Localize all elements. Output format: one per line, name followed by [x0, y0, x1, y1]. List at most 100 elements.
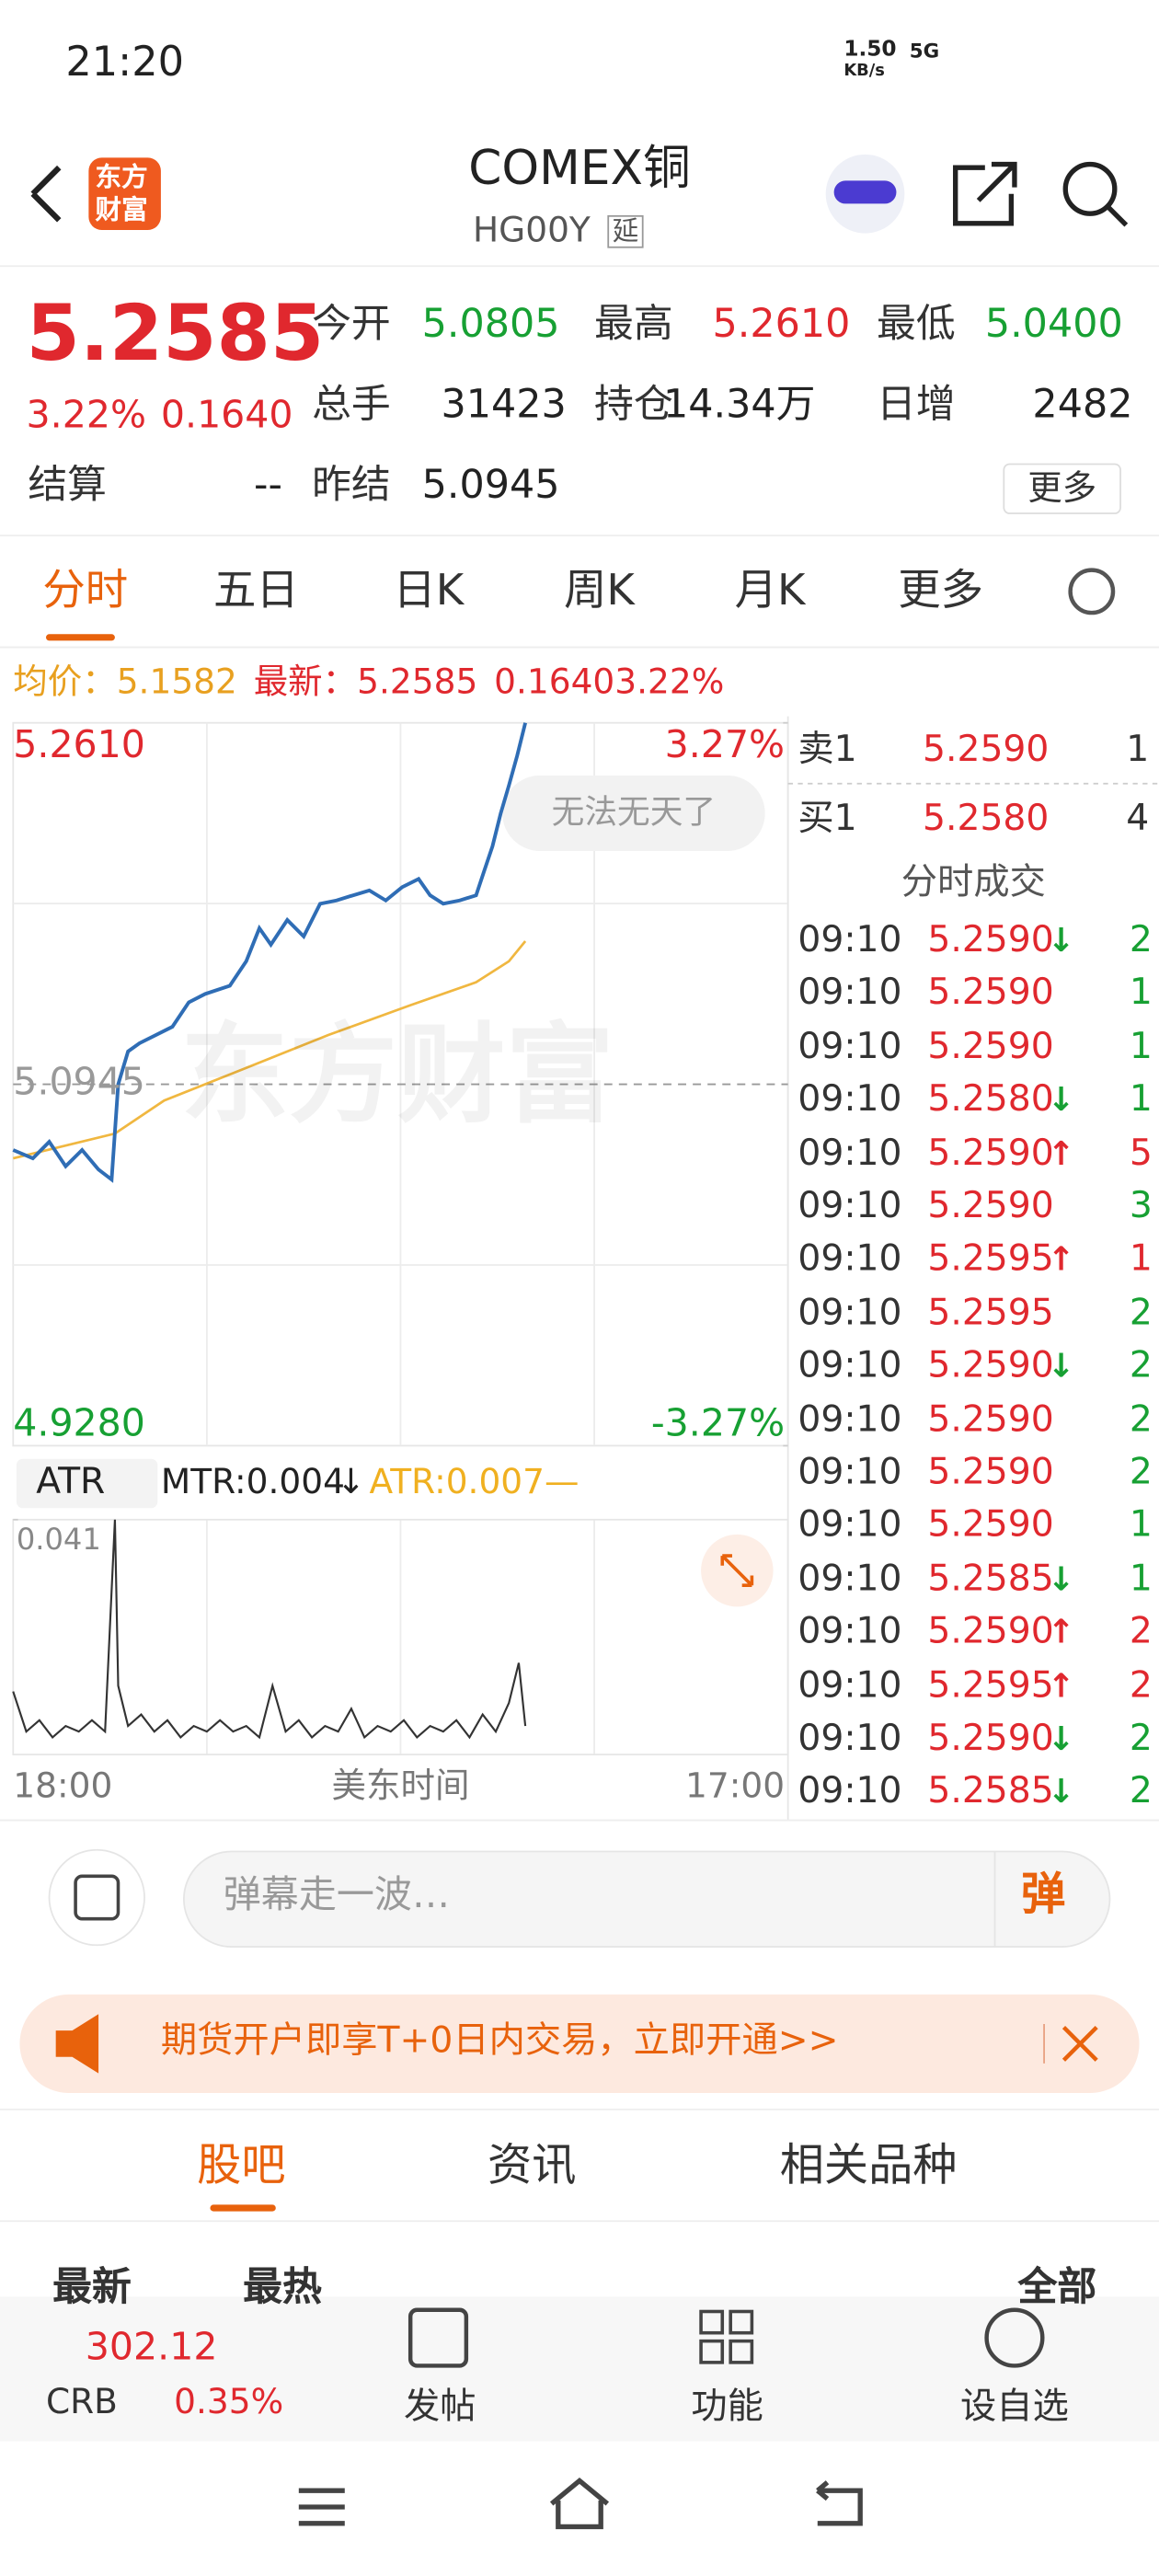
nav-bg [0, 2296, 1159, 2442]
delay-badge: 延 [607, 214, 644, 248]
section-tab[interactable]: 资讯 [488, 2140, 577, 2192]
danmaku-button[interactable]: 弹 [1021, 1869, 1066, 1921]
system-nav [298, 2477, 863, 2530]
trade-price: 5.2590 [927, 1612, 1054, 1653]
field-label: 结算 [28, 461, 108, 508]
nav-item[interactable]: 功能 [691, 2386, 763, 2429]
banner-bg[interactable] [19, 1994, 1140, 2093]
trade-time: 09:10 [798, 1771, 902, 1813]
trade-vol: 2 [1129, 1718, 1153, 1760]
trade-dir: ↓ [1047, 1771, 1075, 1811]
settings-icon[interactable] [1068, 568, 1116, 615]
trade-vol: 2 [1129, 919, 1153, 961]
trade-time: 09:10 [798, 1398, 902, 1441]
sub-tab[interactable]: 最热 [243, 2263, 322, 2310]
trade-price: 5.2585 [927, 1771, 1054, 1813]
comment-icon[interactable] [48, 1848, 145, 1947]
comment-placeholder: 弹幕走一波… [223, 1874, 451, 1917]
field-value: 2482 [1032, 381, 1133, 428]
trade-dir: ↓ [1047, 1558, 1075, 1599]
trade-time: 09:10 [798, 1186, 902, 1227]
section-tab[interactable]: 相关品种 [779, 2140, 958, 2192]
trade-vol: 1 [1129, 1505, 1153, 1547]
trade-price: 5.2590 [927, 1026, 1054, 1068]
net-unit: KB/s [843, 62, 885, 81]
info-text: 0.1640 [494, 661, 615, 702]
price-line [12, 722, 528, 1183]
megaphone-icon [55, 2014, 99, 2074]
x-label: 17:00 [685, 1765, 786, 1806]
trade-price: 5.2595 [927, 1664, 1054, 1707]
nav-item[interactable]: 发帖 [404, 2386, 476, 2429]
trade-vol: 2 [1129, 1452, 1153, 1494]
field-value: 5.0805 [421, 300, 560, 347]
index-value: 302.12 [85, 2326, 218, 2369]
mtr-dir: ↓ [336, 1462, 366, 1502]
trade-dir: ↓ [1047, 1079, 1075, 1120]
trade-vol: 1 [1129, 1079, 1153, 1121]
trade-vol: 2 [1129, 1398, 1153, 1441]
chart-tab[interactable]: 周K [563, 567, 635, 616]
sub-tab[interactable]: 最新 [52, 2263, 132, 2310]
field-label: 最高 [594, 300, 673, 347]
info-text: 5.1582 [116, 661, 237, 702]
trade-price: 5.2595 [927, 1239, 1054, 1281]
trade-dir: ↑ [1047, 1664, 1075, 1705]
chart-tab[interactable]: 分时 [42, 567, 129, 616]
field-value: 5.2610 [712, 300, 851, 347]
trade-dir: ↓ [1047, 1345, 1075, 1386]
atr-select[interactable] [16, 1458, 158, 1509]
book-vol: 4 [1126, 798, 1150, 840]
chart-tab[interactable]: 月K [734, 567, 806, 616]
book-price: 5.2580 [923, 798, 1050, 840]
trade-vol: 2 [1129, 1771, 1153, 1813]
trade-price: 5.2590 [927, 1398, 1054, 1441]
trade-price: 5.2585 [927, 1558, 1054, 1600]
more-button[interactable]: 更多 [1003, 463, 1121, 514]
trade-time: 09:10 [798, 919, 902, 961]
watchlist-icon[interactable] [984, 2307, 1045, 2368]
trade-time: 09:10 [798, 1292, 902, 1334]
toast-bg [502, 775, 765, 851]
banner-text[interactable]: 期货开户即享T+0日内交易，立即开通>> [160, 2020, 839, 2063]
section-tab[interactable]: 股吧 [197, 2140, 286, 2192]
y2-tick-label: -3.27% [650, 1402, 786, 1446]
close-icon[interactable] [1061, 2025, 1098, 2062]
chart-tab[interactable]: 更多 [898, 567, 984, 616]
atr-tick-label: 0.041 [16, 1523, 101, 1558]
trade-price: 5.2590 [927, 972, 1054, 1015]
search-icon[interactable] [1062, 161, 1118, 216]
trade-time: 09:10 [798, 1345, 902, 1387]
field-value: 5.0400 [984, 300, 1123, 347]
trade-price: 5.2590 [927, 1186, 1054, 1227]
trade-dir: ↓ [1047, 919, 1075, 960]
change-pct: 3.22% [26, 394, 146, 437]
y-tick-label: 4.9280 [13, 1402, 145, 1446]
field-value: -- [254, 461, 282, 508]
back-icon[interactable] [30, 165, 62, 223]
logo-text: 东方 [95, 160, 148, 192]
trade-vol: 1 [1129, 1239, 1153, 1281]
net-speed: 1.50 [843, 38, 897, 63]
trade-vol: 1 [1129, 1558, 1153, 1600]
trade-time: 09:10 [798, 1505, 902, 1547]
book-label: 卖1 [798, 729, 857, 771]
atr-line [12, 1519, 527, 1740]
chart-tab[interactable]: 五日 [212, 567, 299, 616]
field-label: 今开 [312, 300, 391, 347]
nav-item[interactable]: 设自选 [960, 2386, 1069, 2429]
trade-price: 5.2595 [927, 1292, 1054, 1334]
trade-time: 09:10 [798, 1239, 902, 1281]
y-tick-label: 5.0945 [13, 1061, 145, 1104]
chart-tab[interactable]: 日K [393, 567, 465, 616]
function-icon[interactable] [699, 2309, 754, 2364]
book-price: 5.2590 [923, 729, 1050, 771]
change: 0.1640 [160, 394, 293, 437]
post-icon[interactable] [407, 2307, 469, 2368]
comment-input[interactable] [182, 1850, 1111, 1948]
atr-select-label[interactable]: ATR [36, 1462, 106, 1503]
sub-tab[interactable]: 全部 [1017, 2263, 1097, 2310]
share-icon[interactable] [953, 161, 1017, 226]
